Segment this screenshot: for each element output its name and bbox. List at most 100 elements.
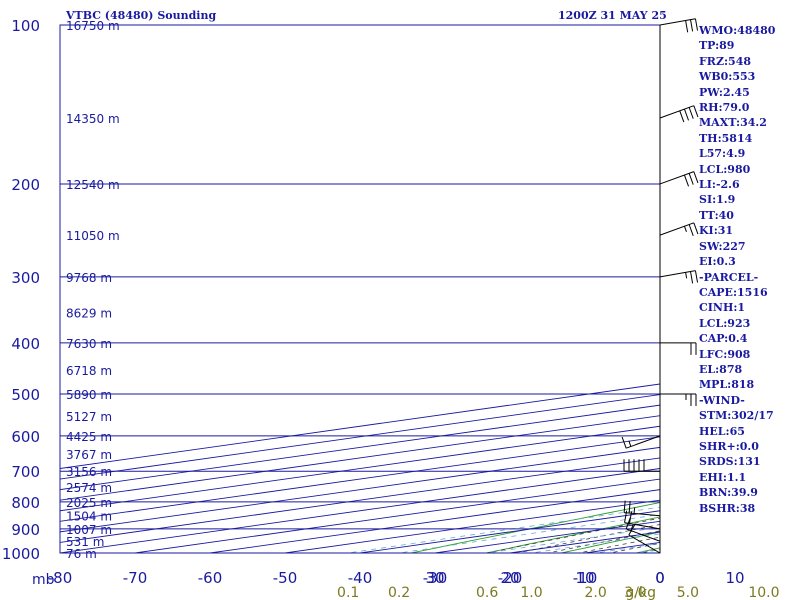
mixing-ratio-line bbox=[396, 514, 660, 553]
index-entry: SW:227 bbox=[699, 239, 746, 253]
height-label: 5890 m bbox=[66, 388, 112, 402]
wind-barb bbox=[621, 435, 661, 449]
index-entry: WMO:48480 bbox=[699, 24, 776, 37]
mixing-ratio-label: 5.0 bbox=[677, 585, 699, 600]
isotherm bbox=[60, 415, 660, 501]
index-entry: MPL:818 bbox=[699, 378, 755, 392]
height-label: 1504 m bbox=[66, 510, 112, 524]
index-entry: TH:5814 bbox=[699, 131, 753, 145]
index-entry: LCL:923 bbox=[699, 316, 751, 330]
wind-barb bbox=[659, 270, 699, 284]
index-entry: BSHR:38 bbox=[699, 501, 756, 515]
height-label: 3156 m bbox=[66, 465, 112, 479]
height-label: 4425 m bbox=[66, 430, 112, 444]
height-label: 8629 m bbox=[66, 306, 112, 320]
wind-barb bbox=[659, 18, 699, 33]
height-label: 5127 m bbox=[66, 410, 112, 424]
background-lines bbox=[60, 184, 800, 564]
index-entry: SI:1.9 bbox=[699, 193, 736, 207]
height-label: 16750 m bbox=[66, 19, 120, 33]
pressure-tick-label: 1000 bbox=[2, 545, 40, 563]
index-entry: TT:40 bbox=[699, 208, 734, 222]
index-entry: HEL:65 bbox=[699, 424, 745, 438]
isotherm bbox=[60, 457, 660, 543]
pressure-tick-label: 300 bbox=[11, 269, 40, 287]
temperature-tick-label: -50 bbox=[273, 569, 298, 587]
mixing-ratio-label: 0.1 bbox=[337, 585, 359, 600]
wind-barb bbox=[659, 222, 699, 236]
pressure-tick-label: 100 bbox=[11, 17, 40, 35]
right-tick-label: 0 bbox=[655, 569, 665, 587]
mixing-ratio-line bbox=[345, 506, 660, 553]
temperature-tick-label: -10 bbox=[573, 569, 598, 587]
mixing-ratio-label: 0.6 bbox=[476, 585, 498, 600]
index-entry: SHR+:0.0 bbox=[699, 439, 759, 453]
wind-barbs bbox=[621, 18, 699, 554]
height-label: 2574 m bbox=[66, 481, 112, 495]
index-entry: -PARCEL- bbox=[699, 270, 759, 284]
mixing-ratio-label: 2.0 bbox=[585, 585, 607, 600]
index-entry: KI:31 bbox=[699, 224, 734, 238]
wind-barb bbox=[628, 524, 661, 554]
stability-indices-panel: WMO:48480 TP:89 FRZ:548 WB0:553 PW:2.45 RH:79… bbox=[699, 23, 775, 516]
height-label: 11050 m bbox=[66, 229, 120, 243]
pressure-tick-label: 400 bbox=[11, 335, 40, 353]
height-label: 12540 m bbox=[66, 178, 120, 192]
mixing-ratio-unit: g/kg bbox=[625, 585, 656, 600]
isotherm bbox=[60, 383, 660, 469]
index-entry: RH:79.0 bbox=[699, 101, 750, 115]
wind-barb bbox=[660, 342, 697, 355]
dry-adiabat bbox=[484, 516, 660, 553]
temperature-tick-label: -20 bbox=[498, 569, 523, 587]
right-tick-label: 10 bbox=[575, 569, 594, 587]
right-tick-label: 30 bbox=[425, 569, 444, 587]
index-entry: FRZ:548 bbox=[699, 54, 752, 68]
pressure-tick-label: 800 bbox=[11, 494, 40, 512]
wind-barb bbox=[623, 500, 661, 517]
index-entry: SRDS:131 bbox=[699, 455, 761, 469]
pressure-tick-label: 500 bbox=[11, 386, 40, 404]
mixing-ratio-label: 3.0 bbox=[624, 585, 646, 600]
temperature-tick-label: -60 bbox=[198, 569, 223, 587]
moist-adiabat bbox=[791, 184, 800, 564]
index-entry: STM:302/17 bbox=[699, 409, 774, 423]
height-label: 14350 m bbox=[66, 112, 120, 126]
mixing-ratio-label: 10.0 bbox=[748, 585, 779, 600]
isotherm bbox=[60, 425, 660, 512]
height-label: 76 m bbox=[66, 547, 97, 561]
temperature-tick-label: 0 bbox=[655, 569, 665, 587]
right-tick-label: 20 bbox=[500, 569, 519, 587]
height-label: 6718 m bbox=[66, 364, 112, 378]
mixing-ratio-label: 0.2 bbox=[388, 585, 410, 600]
pressure-tick-label: 200 bbox=[11, 176, 40, 194]
mixing-ratio-label: 1.0 bbox=[520, 585, 542, 600]
isotherm bbox=[60, 404, 660, 491]
index-entry: TP:89 bbox=[699, 39, 735, 53]
height-label: 9768 m bbox=[66, 271, 112, 285]
pressure-tick-label: 900 bbox=[11, 521, 40, 539]
height-label: 1007 m bbox=[66, 523, 112, 537]
temperature-tick-label: -70 bbox=[123, 569, 148, 587]
isotherm bbox=[60, 394, 660, 480]
index-entry: LFC:908 bbox=[699, 347, 751, 361]
height-label: 2025 m bbox=[66, 496, 112, 510]
index-entry: CAP:0.4 bbox=[699, 332, 748, 346]
plot-frame bbox=[59, 24, 661, 554]
index-entry: CINH:1 bbox=[699, 301, 746, 315]
height-label: 3767 m bbox=[66, 448, 112, 462]
chart-title: VTBC (48480) Sounding bbox=[66, 9, 217, 22]
index-entry: MAXT:34.2 bbox=[699, 116, 767, 130]
isotherm bbox=[60, 446, 660, 533]
index-entry: LI:-2.6 bbox=[699, 178, 740, 192]
chart-timestamp: 1200Z 31 MAY 25 bbox=[558, 9, 667, 22]
grid bbox=[59, 24, 661, 554]
temperature-tick-label: -80 bbox=[48, 569, 73, 587]
pressure-tick-label: 700 bbox=[11, 463, 40, 481]
temperature-tick-label: 10 bbox=[725, 569, 744, 587]
y-axis-unit-label: mb bbox=[32, 572, 55, 588]
index-entry: LCL:980 bbox=[699, 162, 751, 176]
index-entry: L57:4.9 bbox=[699, 147, 746, 161]
temperature-tick-label: -40 bbox=[348, 569, 373, 587]
